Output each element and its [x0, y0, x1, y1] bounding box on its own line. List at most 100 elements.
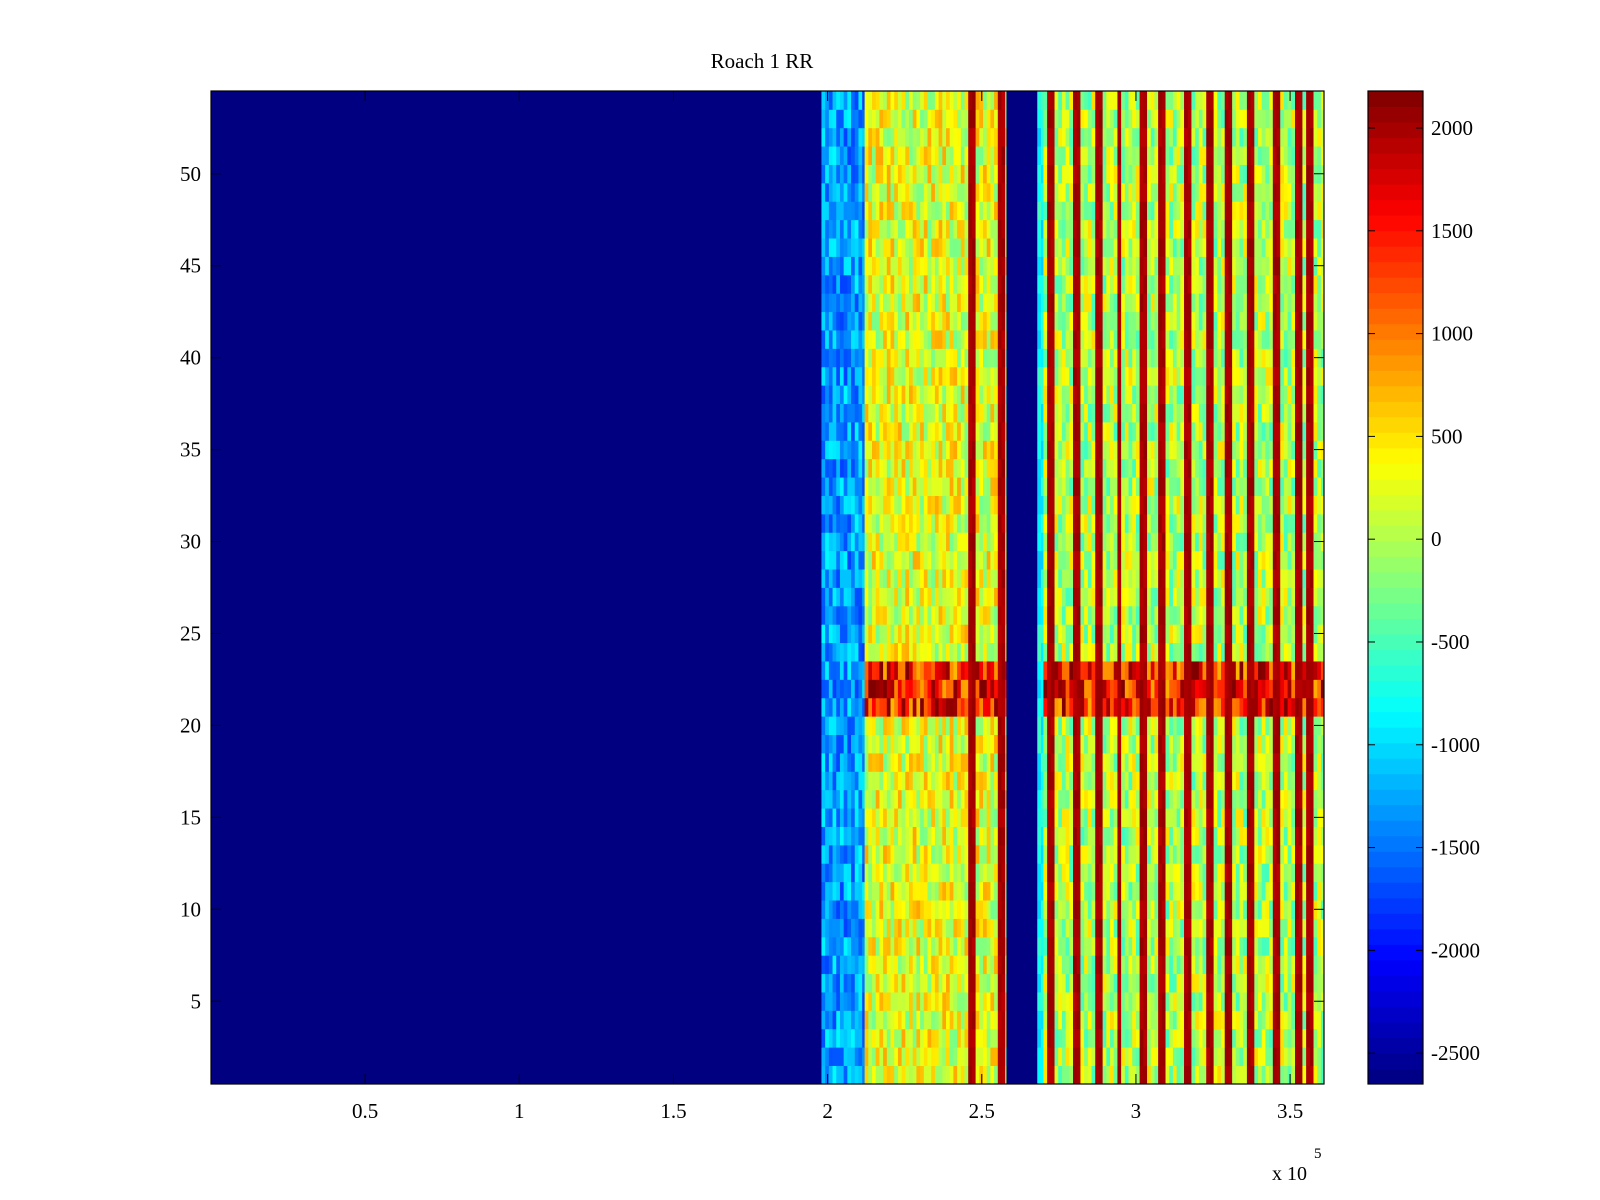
- heatmap-cell: [1191, 753, 1196, 772]
- heatmap-cell: [1184, 771, 1189, 791]
- heatmap-cell: [920, 458, 925, 478]
- heatmap-cell: [854, 458, 859, 478]
- heatmap-cell: [864, 1047, 869, 1067]
- heatmap-cell: [883, 992, 888, 1011]
- heatmap-cell: [890, 1010, 895, 1030]
- heatmap-cell: [1061, 679, 1067, 699]
- heatmap-cell: [927, 495, 932, 515]
- heatmap-cell: [912, 808, 917, 827]
- heatmap-cell: [1113, 1065, 1118, 1085]
- heatmap-cell: [843, 1010, 848, 1030]
- heatmap-cell: [1158, 495, 1163, 515]
- heatmap-cell: [843, 385, 848, 405]
- heatmap-cell: [1221, 789, 1226, 809]
- heatmap-cell: [1209, 844, 1215, 864]
- heatmap-cell: [1313, 642, 1318, 662]
- heatmap-cell: [909, 918, 914, 938]
- heatmap-cell: [990, 1065, 995, 1085]
- heatmap-cell: [1172, 697, 1178, 717]
- heatmap-cell: [1265, 661, 1270, 680]
- heatmap-cell: [1037, 1047, 1042, 1067]
- heatmap-cell: [890, 385, 895, 405]
- heatmap-cell: [912, 605, 917, 625]
- heatmap-cell: [832, 495, 837, 515]
- heatmap-cell: [1221, 1065, 1226, 1085]
- heatmap-cell: [1235, 881, 1240, 901]
- heatmap-cell: [1080, 771, 1085, 791]
- heatmap-cell: [1320, 826, 1325, 846]
- heatmap-cell: [975, 422, 980, 441]
- heatmap-cell: [942, 513, 947, 533]
- heatmap-cell: [1206, 624, 1211, 644]
- heatmap-cell: [1206, 789, 1211, 809]
- heatmap-cell: [1132, 1010, 1137, 1030]
- heatmap-cell: [1139, 1065, 1144, 1085]
- heatmap-cell: [1261, 550, 1266, 570]
- heatmap-cell: [1165, 403, 1170, 423]
- heatmap-cell: [964, 716, 969, 736]
- heatmap-cell: [1150, 826, 1155, 846]
- heatmap-cell: [872, 716, 877, 736]
- heatmap-cell: [938, 863, 943, 883]
- heatmap-cell: [883, 697, 888, 717]
- heatmap-cell: [942, 661, 947, 680]
- heatmap-cell: [997, 624, 1002, 644]
- heatmap-cell: [994, 697, 999, 717]
- heatmap-cell: [1124, 661, 1129, 680]
- heatmap-cell: [1143, 661, 1148, 680]
- heatmap-cell: [931, 440, 936, 460]
- heatmap-cell: [1037, 826, 1042, 846]
- heatmap-cell: [1213, 1010, 1218, 1030]
- heatmap-cell: [1037, 900, 1042, 919]
- heatmap-cell: [879, 936, 884, 956]
- heatmap-cell: [1132, 992, 1137, 1011]
- heatmap-cell: [1276, 771, 1281, 791]
- heatmap-cell: [1320, 955, 1325, 975]
- heatmap-cell: [1128, 808, 1133, 827]
- heatmap-cell: [211, 366, 822, 386]
- heatmap-cell: [1187, 605, 1192, 625]
- heatmap-cell: [957, 734, 962, 754]
- heatmap-cell: [1306, 789, 1311, 809]
- heatmap-cell: [843, 918, 848, 938]
- heatmap-cell: [1147, 513, 1152, 533]
- heatmap-cell: [872, 844, 877, 864]
- heatmap-cell: [990, 789, 995, 809]
- heatmap-cell: [1106, 532, 1111, 552]
- heatmap-cell: [1001, 881, 1006, 901]
- heatmap-cell: [942, 789, 947, 809]
- heatmap-cell: [1147, 936, 1152, 956]
- heatmap-cell: [968, 973, 973, 993]
- heatmap-cell: [1117, 863, 1122, 883]
- heatmap-cell: [1217, 863, 1222, 883]
- heatmap-cell: [1061, 936, 1067, 956]
- heatmap-cell: [1095, 532, 1100, 552]
- heatmap-cell: [1191, 1065, 1196, 1085]
- heatmap-cell: [1073, 642, 1078, 662]
- heatmap-cell: [1313, 1010, 1318, 1030]
- heatmap-cell: [1073, 808, 1078, 827]
- heatmap-cell: [1069, 734, 1074, 754]
- heatmap-cell: [1065, 900, 1070, 919]
- heatmap-cell: [1132, 569, 1137, 588]
- heatmap-cell: [1295, 808, 1300, 827]
- heatmap-cell: [1291, 624, 1296, 644]
- heatmap-cell: [1091, 918, 1096, 938]
- heatmap-cell: [1143, 513, 1148, 533]
- heatmap-cell: [1202, 605, 1207, 625]
- heatmap-cell: [1061, 661, 1067, 680]
- heatmap-cell: [1309, 513, 1314, 533]
- heatmap-cell: [938, 550, 943, 570]
- heatmap-cell: [1143, 569, 1148, 588]
- heatmap-cell: [1258, 624, 1263, 644]
- heatmap-cell: [934, 532, 940, 552]
- heatmap-cell: [1198, 936, 1203, 956]
- heatmap-cell: [1221, 422, 1226, 441]
- heatmap-cell: [994, 734, 999, 754]
- heatmap-cell: [1287, 734, 1292, 754]
- heatmap-cell: [1302, 495, 1307, 515]
- heatmap-cell: [1113, 808, 1118, 827]
- heatmap-cell: [868, 569, 873, 588]
- heatmap-cell: [872, 826, 877, 846]
- heatmap-cell: [832, 992, 837, 1011]
